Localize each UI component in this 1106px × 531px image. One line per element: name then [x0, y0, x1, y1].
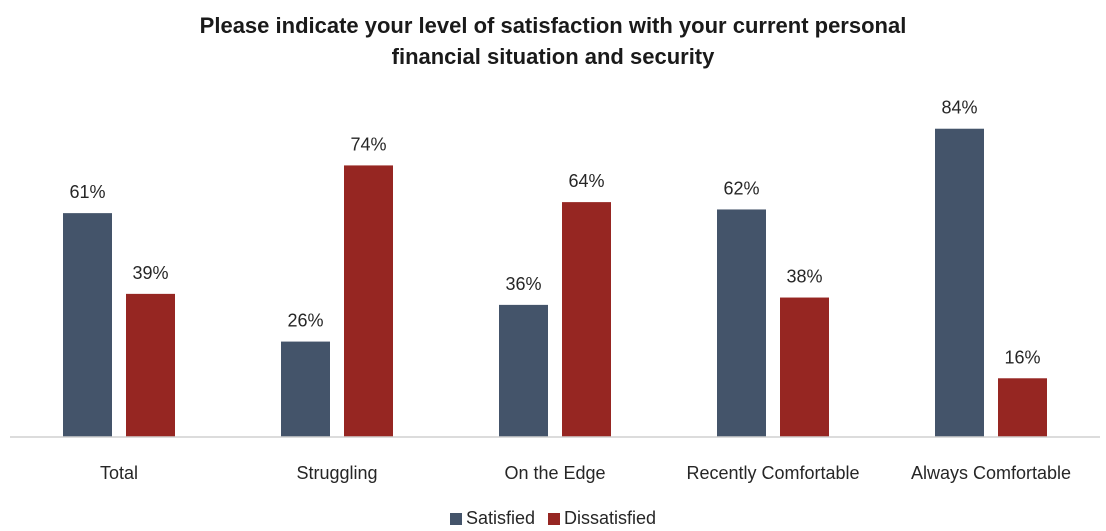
chart-title-line-2: financial situation and security	[391, 44, 715, 69]
category-labels-group: Total Struggling On the Edge Recently Comfo…	[100, 463, 1071, 483]
bar-on-the-edge-satisfied	[499, 304, 548, 437]
value-label-total-satisfied: 61%	[69, 182, 105, 202]
category-label-always-comfortable: Always Comfortable	[911, 463, 1071, 483]
bar-always-comfortable-dissatisfied	[998, 378, 1047, 437]
value-label-struggling-dissatisfied: 74%	[350, 134, 386, 154]
value-label-recently-comfortable-dissatisfied: 38%	[786, 267, 822, 287]
value-labels-group: 61% 39% 26% 74% 36% 64% 62% 38% 84% 16%	[69, 98, 1040, 368]
value-label-on-the-edge-dissatisfied: 64%	[568, 171, 604, 191]
bar-recently-comfortable-satisfied	[717, 209, 766, 437]
value-label-always-comfortable-satisfied: 84%	[941, 98, 977, 118]
category-label-recently-comfortable: Recently Comfortable	[686, 463, 859, 483]
legend-label-dissatisfied: Dissatisfied	[564, 508, 657, 528]
category-label-on-the-edge: On the Edge	[504, 463, 605, 483]
bar-total-satisfied	[63, 213, 112, 437]
bars-group	[63, 128, 1047, 438]
bar-recently-comfortable-dissatisfied	[780, 297, 829, 437]
bar-always-comfortable-satisfied	[935, 128, 984, 437]
category-label-total: Total	[100, 463, 138, 483]
legend-swatch-dissatisfied	[548, 512, 561, 525]
value-label-total-dissatisfied: 39%	[132, 263, 168, 283]
legend: Satisfied Dissatisfied	[0, 508, 1106, 530]
chart-title: Please indicate your level of satisfacti…	[0, 10, 1106, 72]
value-label-struggling-satisfied: 26%	[287, 311, 323, 331]
legend-item-dissatisfied: Dissatisfied	[548, 508, 656, 529]
chart-title-line-1: Please indicate your level of satisfacti…	[199, 13, 907, 38]
legend-swatch-satisfied	[449, 512, 462, 525]
bar-total-dissatisfied	[126, 293, 175, 437]
category-label-struggling: Struggling	[296, 463, 377, 483]
value-label-always-comfortable-dissatisfied: 16%	[1004, 347, 1040, 367]
legend-label-satisfied: Satisfied	[465, 508, 535, 528]
bar-struggling-dissatisfied	[344, 165, 393, 438]
bar-struggling-satisfied	[281, 341, 330, 437]
bar-on-the-edge-dissatisfied	[562, 202, 611, 437]
legend-item-satisfied: Satisfied	[449, 508, 535, 529]
value-label-recently-comfortable-satisfied: 62%	[723, 178, 759, 198]
value-label-on-the-edge-satisfied: 36%	[505, 274, 541, 294]
